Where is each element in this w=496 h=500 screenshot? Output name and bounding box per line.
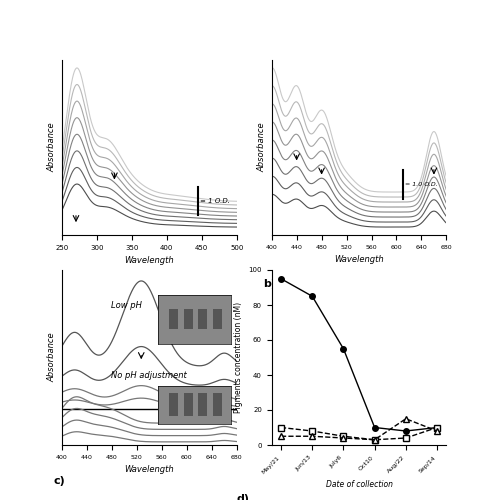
Text: c): c) (53, 476, 65, 486)
Y-axis label: Absorbance: Absorbance (48, 122, 57, 172)
X-axis label: Date of collection: Date of collection (325, 480, 392, 489)
filled circle (310, 293, 315, 299)
Text: d): d) (237, 494, 249, 500)
open triangle (403, 416, 409, 422)
filled circle (403, 428, 409, 434)
open triangle (434, 428, 440, 434)
open square (372, 437, 377, 443)
open square (340, 433, 346, 440)
X-axis label: Wavelength: Wavelength (124, 256, 174, 266)
Y-axis label: Pigments concentration (nM): Pigments concentration (nM) (234, 302, 243, 413)
open square (310, 428, 315, 434)
open triangle (372, 437, 377, 443)
Line: open triangle: open triangle (278, 416, 440, 442)
Text: b): b) (263, 279, 276, 289)
Text: = 1.0 O.D.: = 1.0 O.D. (405, 182, 437, 187)
filled circle (434, 424, 440, 430)
Line: open square: open square (278, 424, 440, 442)
X-axis label: Wavelength: Wavelength (334, 256, 384, 264)
Y-axis label: Absorbance: Absorbance (48, 332, 57, 382)
Text: Low pH: Low pH (111, 302, 142, 310)
filled circle (278, 276, 284, 282)
Y-axis label: Absorbance: Absorbance (257, 122, 266, 172)
filled circle (372, 424, 377, 430)
filled circle (340, 346, 346, 352)
open triangle (310, 433, 315, 440)
open triangle (278, 433, 284, 440)
Text: No pH adjustment: No pH adjustment (111, 372, 186, 380)
open square (403, 435, 409, 441)
open triangle (340, 435, 346, 441)
X-axis label: Wavelength: Wavelength (124, 466, 174, 474)
open square (434, 424, 440, 430)
Line: filled circle: filled circle (278, 276, 440, 434)
open square (278, 424, 284, 430)
Text: = 1 O.D.: = 1 O.D. (200, 198, 230, 203)
